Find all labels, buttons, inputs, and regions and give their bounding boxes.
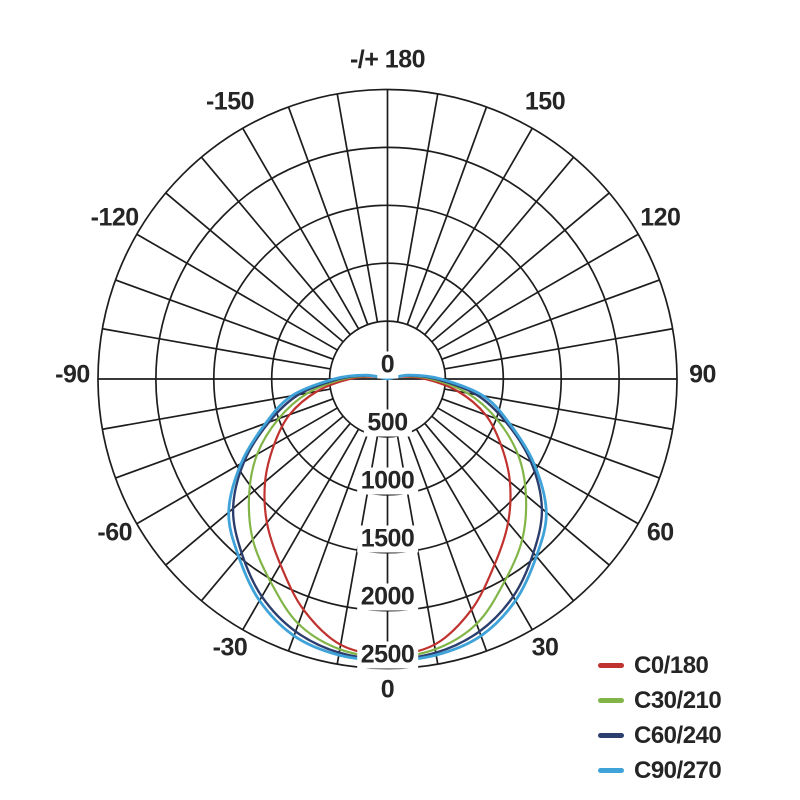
angle-label--60: -60 — [97, 518, 133, 546]
legend-label-c90-270: C90/270 — [634, 756, 722, 784]
angle-label--120: -120 — [90, 203, 140, 231]
angle-label--90: -90 — [55, 360, 90, 389]
legend: C0/180 C30/210 C60/240 C90/270 — [598, 648, 722, 788]
legend-label-c60-240: C60/240 — [634, 721, 722, 749]
legend-item-c0-180: C0/180 — [598, 648, 721, 683]
legend-label-c0-180: C0/180 — [634, 651, 709, 679]
angle-label-150: 150 — [524, 87, 566, 116]
angle-label-60: 60 — [646, 518, 674, 546]
legend-item-c30-210: C30/210 — [598, 683, 722, 718]
legend-item-c60-240: C60/240 — [598, 718, 722, 753]
angle-label--30: -30 — [212, 633, 248, 662]
angle-label-120: 120 — [640, 203, 681, 231]
angle-label-180: -/+ 180 — [349, 45, 426, 74]
legend-item-c90-270: C90/270 — [598, 753, 722, 788]
legend-swatch-c90-270 — [598, 768, 624, 773]
legend-swatch-c60-240 — [598, 733, 624, 738]
radial-tick-label-0: 0 — [376, 351, 399, 379]
legend-label-c30-210: C30/210 — [634, 686, 722, 714]
angle-label--150: -150 — [205, 87, 255, 116]
radial-tick-label-500: 500 — [363, 409, 412, 437]
radial-tick-label-1500: 1500 — [356, 525, 419, 553]
radial-tick-label-2500: 2500 — [356, 641, 419, 668]
legend-swatch-c30-210 — [598, 698, 624, 703]
legend-swatch-c0-180 — [598, 663, 624, 668]
angle-label-90: 90 — [689, 360, 716, 389]
angle-label-0: 0 — [380, 675, 395, 704]
radial-tick-label-1000: 1000 — [356, 467, 419, 495]
radial-tick-label-2000: 2000 — [356, 583, 419, 611]
angle-label-30: 30 — [531, 633, 559, 662]
